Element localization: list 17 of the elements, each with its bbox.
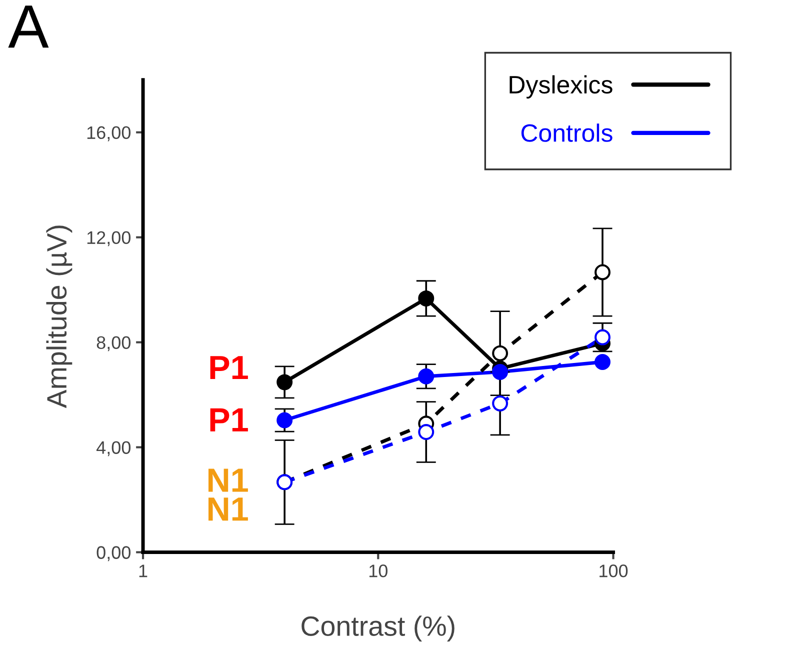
y-tick-label: 8,00 xyxy=(96,336,131,352)
x-tick-label: 1 xyxy=(139,564,148,578)
legend-label: Controls xyxy=(521,124,612,142)
y-tick-label: 12,00 xyxy=(87,231,131,246)
y-tick-label: 16,00 xyxy=(87,126,131,142)
legend-label: Dyslexics xyxy=(510,75,612,99)
annotation: P1 xyxy=(210,408,248,432)
text: A xyxy=(8,6,49,48)
annotation: N1 xyxy=(208,498,248,521)
x-tick-label: 100 xyxy=(600,564,628,578)
y-tick-label: 4,00 xyxy=(96,441,131,456)
x-tick-label: 10 xyxy=(369,564,388,578)
x-axis-title: Contrast (%) xyxy=(302,616,454,642)
annotation: P1 xyxy=(210,356,248,380)
y-axis-title: Amplitude (µV) xyxy=(46,226,72,408)
y-tick-label: 0,00 xyxy=(96,546,131,562)
annotation: N1 xyxy=(208,468,248,492)
